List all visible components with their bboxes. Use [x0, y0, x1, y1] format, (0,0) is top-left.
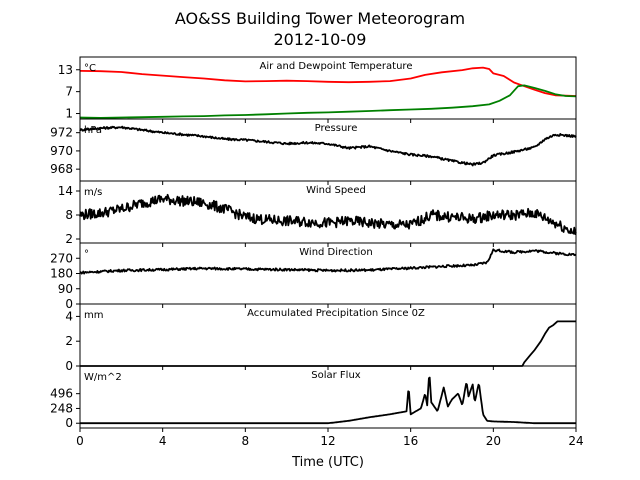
panel-title: Solar Flux	[311, 370, 361, 381]
panel-0: 1 7 13 Air and Dewpoint Temperature °C	[58, 56, 577, 123]
y-tick-label: 7	[65, 85, 73, 99]
y-tick-label: 0	[65, 416, 73, 430]
series-line-0-0	[79, 66, 577, 97]
panel-title: Wind Speed	[306, 185, 366, 196]
y-tick-label: 248	[50, 401, 73, 415]
panel-unit: mm	[84, 310, 103, 321]
y-tick-label: 496	[50, 387, 73, 401]
y-tick-label: 968	[50, 162, 73, 176]
y-tick-label: 0	[65, 359, 73, 373]
x-tick-label: 12	[320, 434, 335, 448]
series-line-4-0	[80, 320, 576, 367]
panel-unit: hPa	[84, 125, 102, 136]
chart-subtitle: 2012-10-09	[274, 30, 367, 49]
panel-4: 0 2 4 Accumulated Precipitation Since 0Z mm	[65, 303, 577, 373]
x-tick-label: 8	[242, 434, 250, 448]
series-line-3-0	[79, 248, 577, 275]
panel-unit: °C	[84, 63, 96, 74]
y-tick-label: 90	[58, 282, 73, 296]
x-tick-label: 20	[486, 434, 501, 448]
series-line-0-1	[79, 84, 577, 119]
x-tick-label: 16	[403, 434, 418, 448]
panel-1: 968 970 972 Pressure hPa	[50, 118, 577, 185]
y-tick-label: 1	[65, 107, 73, 121]
y-tick-label: 970	[50, 144, 73, 158]
y-tick-label: 2	[65, 232, 73, 246]
panel-title: Accumulated Precipitation Since 0Z	[247, 308, 425, 319]
y-tick-label: 180	[50, 267, 73, 281]
x-tick-label: 4	[159, 434, 167, 448]
panel-2: 2 8 14 Wind Speed m/s	[58, 180, 577, 247]
x-axis-label: Time (UTC)	[291, 455, 364, 470]
panels-group: 1 7 13 Air and Dewpoint Temperature °C 968 970…	[50, 56, 577, 432]
x-tick-label: 0	[76, 434, 84, 448]
y-tick-label: 4	[65, 309, 73, 323]
x-tick-label: 24	[568, 434, 583, 448]
y-tick-label: 0	[65, 297, 73, 311]
y-tick-label: 8	[65, 208, 73, 222]
series-line-1-0	[79, 125, 577, 167]
y-tick-label: 270	[50, 251, 73, 265]
chart-title: AO&SS Building Tower Meteorogram	[175, 9, 465, 28]
y-tick-label: 2	[65, 334, 73, 348]
y-tick-label: 13	[58, 63, 73, 77]
panel-title: Wind Direction	[299, 247, 373, 258]
series-line-2-0	[79, 193, 577, 235]
panel-unit: °	[84, 249, 89, 260]
panel-unit: W/m^2	[84, 372, 122, 383]
panel-unit: m/s	[84, 187, 102, 198]
series-line-5-0	[79, 376, 577, 425]
y-tick-label: 14	[58, 184, 73, 198]
y-tick-label: 972	[50, 126, 73, 140]
x-axis: 0 4 8 12 16 20 24	[76, 434, 583, 448]
panel-title: Pressure	[315, 123, 358, 134]
panel-title: Air and Dewpoint Temperature	[260, 61, 413, 72]
